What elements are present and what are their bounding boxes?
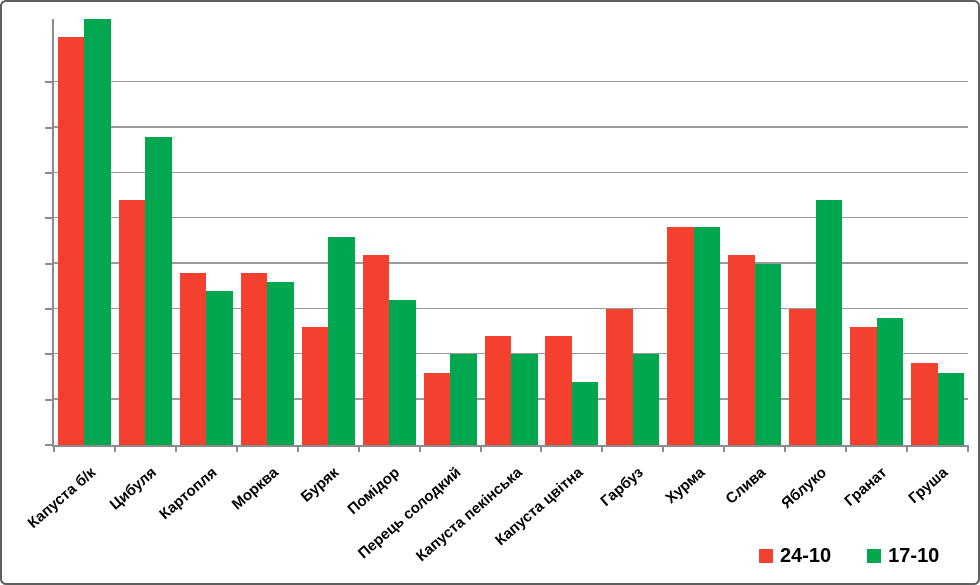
legend-swatch-24-10-icon — [759, 549, 773, 563]
x-axis-tick-15 — [967, 445, 969, 452]
x-axis-tick-11 — [723, 445, 726, 452]
x-axis-label-cat2: Картопля — [156, 464, 221, 523]
bar-17-10-cat4 — [328, 236, 355, 445]
x-axis-tick-6 — [418, 445, 421, 452]
x-axis-tick-7 — [479, 445, 482, 452]
bar-24-10-cat9 — [606, 309, 633, 445]
x-axis-label-cat4: Буряк — [298, 464, 343, 506]
bar-24-10-cat1 — [118, 200, 146, 445]
bar-17-10-cat8 — [571, 381, 599, 445]
bar-24-10-cat7 — [484, 336, 511, 445]
gridline-y-20 — [54, 262, 968, 264]
x-axis-label-cat6: Перець солодкий — [354, 464, 465, 563]
bar-24-10-cat14 — [911, 363, 938, 445]
bar-24-10-cat0 — [57, 37, 85, 445]
bar-24-10-cat3 — [240, 272, 268, 445]
x-axis-label-cat14: Груша — [905, 464, 952, 508]
bar-17-10-cat13 — [876, 318, 904, 445]
bar-17-10-cat1 — [145, 136, 172, 445]
bar-24-10-cat12 — [789, 309, 816, 445]
x-axis-label-cat12: Яблуко — [778, 464, 830, 513]
gridline-y-35 — [54, 126, 968, 128]
bar-17-10-cat2 — [206, 290, 233, 445]
x-axis-label-cat0: Капуста б/к — [24, 464, 99, 532]
y-axis-tick-40 — [45, 81, 54, 84]
bar-17-10-cat9 — [632, 354, 660, 445]
bar-17-10-cat0 — [84, 19, 111, 445]
bar-17-10-cat7 — [511, 354, 538, 445]
bar-24-10-cat4 — [301, 327, 329, 445]
bar-17-10-cat6 — [450, 354, 477, 445]
bar-24-10-cat6 — [423, 372, 451, 445]
legend-item-24-10: 24-10 — [759, 546, 831, 566]
x-axis-label-cat9: Гарбуз — [597, 464, 648, 510]
x-axis-label-cat10: Хурма — [661, 464, 708, 508]
bar-17-10-cat5 — [389, 299, 416, 445]
plot-area — [45, 19, 969, 452]
gridline-y-40 — [54, 80, 968, 83]
x-axis-tick-9 — [601, 445, 604, 452]
x-axis-label-cat13: Гранат — [841, 464, 891, 510]
x-axis-label-cat5: Помідор — [344, 464, 404, 519]
bar-17-10-cat10 — [693, 227, 721, 445]
y-axis-tick-10 — [45, 353, 54, 356]
bar-24-10-cat11 — [728, 254, 755, 445]
gridline-y-10 — [54, 352, 968, 355]
bar-24-10-cat8 — [545, 336, 572, 445]
x-axis-label-cat1: Цибуля — [106, 464, 160, 514]
bar-24-10-cat2 — [179, 272, 207, 445]
x-axis-tick-0 — [53, 445, 55, 452]
y-axis-tick-5 — [45, 398, 54, 401]
x-axis-label-cat11: Слива — [722, 464, 769, 508]
bar-17-10-cat3 — [267, 281, 294, 445]
x-axis-tick-4 — [296, 445, 299, 452]
bar-24-10-cat13 — [850, 327, 877, 445]
x-axis-tick-13 — [845, 445, 848, 452]
x-axis-tick-5 — [357, 445, 360, 452]
bar-17-10-cat11 — [754, 263, 782, 445]
x-axis-tick-12 — [784, 445, 787, 452]
legend-label-17-10: 17-10 — [888, 545, 940, 567]
legend-swatch-17-10-icon — [867, 549, 882, 563]
y-axis-tick-20 — [45, 262, 54, 265]
gridline-y-15 — [54, 307, 968, 310]
x-axis-tick-1 — [113, 445, 116, 452]
y-axis-tick-15 — [45, 308, 54, 311]
y-axis-tick-0 — [45, 444, 54, 446]
bar-17-10-cat12 — [815, 200, 843, 445]
x-axis-label-cat3: Морква — [228, 464, 282, 514]
bar-17-10-cat14 — [937, 372, 965, 445]
y-axis-tick-35 — [45, 126, 54, 129]
bar-24-10-cat10 — [667, 227, 694, 445]
y-axis-tick-25 — [45, 217, 54, 220]
x-axis-tick-2 — [174, 445, 177, 452]
x-axis-tick-3 — [235, 445, 238, 452]
y-axis-tick-30 — [45, 172, 54, 175]
x-axis-label-cat7: Капуста пекінська — [412, 464, 526, 566]
x-axis-tick-10 — [662, 445, 665, 452]
gridline-y-25 — [54, 216, 968, 219]
chart-legend: 24-10 17-10 — [759, 546, 939, 566]
x-axis-tick-14 — [906, 445, 909, 452]
x-axis-tick-8 — [540, 445, 543, 452]
gridline-y-30 — [54, 171, 968, 174]
bar-24-10-cat5 — [362, 254, 390, 445]
legend-label-24-10: 24-10 — [780, 545, 832, 567]
legend-item-17-10: 17-10 — [867, 546, 939, 566]
